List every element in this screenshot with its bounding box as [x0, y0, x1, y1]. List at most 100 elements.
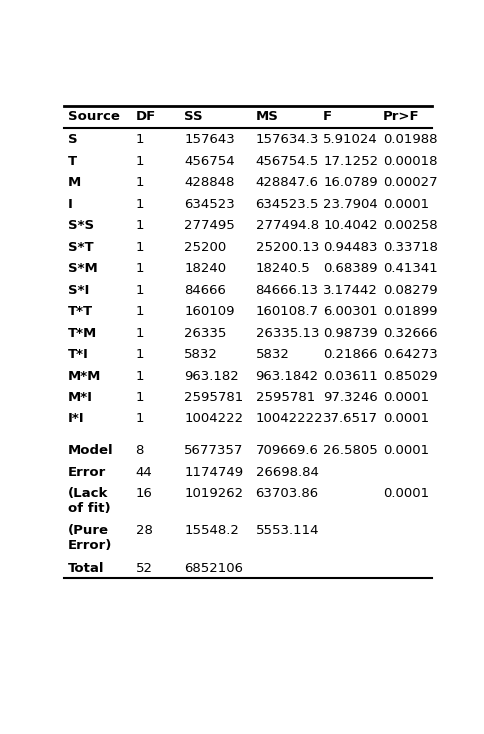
Text: T*I: T*I — [68, 348, 89, 361]
Text: T: T — [68, 155, 77, 168]
Text: 1019262: 1019262 — [184, 487, 243, 500]
Text: 0.00258: 0.00258 — [383, 219, 438, 232]
Text: T*T: T*T — [68, 305, 93, 318]
Text: 0.03611: 0.03611 — [323, 369, 378, 382]
Text: 1: 1 — [136, 391, 144, 404]
Text: 63703.86: 63703.86 — [256, 487, 318, 500]
Text: 1: 1 — [136, 369, 144, 382]
Text: 0.64273: 0.64273 — [383, 348, 438, 361]
Text: MS: MS — [256, 109, 278, 123]
Text: 277494.8: 277494.8 — [256, 219, 318, 232]
Text: 84666.13: 84666.13 — [256, 283, 318, 297]
Text: 25200: 25200 — [184, 241, 227, 254]
Text: 16: 16 — [136, 487, 152, 500]
Text: 15548.2: 15548.2 — [184, 524, 239, 537]
Text: 2595781: 2595781 — [184, 391, 243, 404]
Text: 0.98739: 0.98739 — [323, 327, 378, 340]
Text: 0.32666: 0.32666 — [383, 327, 438, 340]
Text: 26698.84: 26698.84 — [256, 465, 318, 479]
Text: 5553.114: 5553.114 — [256, 524, 319, 537]
Text: 0.0001: 0.0001 — [383, 391, 429, 404]
Text: 0.85029: 0.85029 — [383, 369, 438, 382]
Text: 0.0001: 0.0001 — [383, 487, 429, 500]
Text: 0.0001: 0.0001 — [383, 413, 429, 426]
Text: 6.00301: 6.00301 — [323, 305, 378, 318]
Text: 157634.3: 157634.3 — [256, 134, 319, 146]
Text: 37.6517: 37.6517 — [323, 413, 378, 426]
Text: 160109: 160109 — [184, 305, 235, 318]
Text: 634523.5: 634523.5 — [256, 197, 319, 211]
Text: 0.33718: 0.33718 — [383, 241, 438, 254]
Text: 456754: 456754 — [184, 155, 235, 168]
Text: 18240: 18240 — [184, 262, 227, 275]
Text: T*M: T*M — [68, 327, 97, 340]
Text: 25200.13: 25200.13 — [256, 241, 319, 254]
Text: 10.4042: 10.4042 — [323, 219, 378, 232]
Text: 456754.5: 456754.5 — [256, 155, 319, 168]
Text: 428848: 428848 — [184, 176, 235, 189]
Text: (Lack
of fit): (Lack of fit) — [68, 487, 111, 515]
Text: Total: Total — [68, 562, 105, 575]
Text: 17.1252: 17.1252 — [323, 155, 378, 168]
Text: 1004222: 1004222 — [184, 413, 243, 426]
Text: 1: 1 — [136, 155, 144, 168]
Text: (Pure
Error): (Pure Error) — [68, 524, 112, 553]
Text: 0.41341: 0.41341 — [383, 262, 438, 275]
Text: 0.0001: 0.0001 — [383, 197, 429, 211]
Text: 0.0001: 0.0001 — [383, 444, 429, 457]
Text: 1: 1 — [136, 241, 144, 254]
Text: 0.01988: 0.01988 — [383, 134, 438, 146]
Text: 0.68389: 0.68389 — [323, 262, 378, 275]
Text: 1: 1 — [136, 262, 144, 275]
Text: S*T: S*T — [68, 241, 93, 254]
Text: M*M: M*M — [68, 369, 101, 382]
Text: 3.17442: 3.17442 — [323, 283, 378, 297]
Text: 5677357: 5677357 — [184, 444, 243, 457]
Text: M*I: M*I — [68, 391, 93, 404]
Text: S*S: S*S — [68, 219, 94, 232]
Text: 26.5805: 26.5805 — [323, 444, 378, 457]
Text: 2595781: 2595781 — [256, 391, 315, 404]
Text: Model: Model — [68, 444, 114, 457]
Text: 1: 1 — [136, 348, 144, 361]
Text: 1: 1 — [136, 134, 144, 146]
Text: 5832: 5832 — [184, 348, 218, 361]
Text: SS: SS — [184, 109, 203, 123]
Text: 23.7904: 23.7904 — [323, 197, 378, 211]
Text: 0.08279: 0.08279 — [383, 283, 438, 297]
Text: 1: 1 — [136, 413, 144, 426]
Text: 5832: 5832 — [256, 348, 289, 361]
Text: 97.3246: 97.3246 — [323, 391, 378, 404]
Text: 0.21866: 0.21866 — [323, 348, 378, 361]
Text: 709669.6: 709669.6 — [256, 444, 318, 457]
Text: 963.182: 963.182 — [184, 369, 239, 382]
Text: 1: 1 — [136, 327, 144, 340]
Text: 16.0789: 16.0789 — [323, 176, 378, 189]
Text: 1: 1 — [136, 176, 144, 189]
Text: 0.00027: 0.00027 — [383, 176, 438, 189]
Text: Source: Source — [68, 109, 120, 123]
Text: 52: 52 — [136, 562, 152, 575]
Text: Pr>F: Pr>F — [383, 109, 420, 123]
Text: 160108.7: 160108.7 — [256, 305, 318, 318]
Text: 1: 1 — [136, 283, 144, 297]
Text: 10042222: 10042222 — [256, 413, 323, 426]
Text: 1: 1 — [136, 305, 144, 318]
Text: S*I: S*I — [68, 283, 90, 297]
Text: 28: 28 — [136, 524, 152, 537]
Text: 157643: 157643 — [184, 134, 235, 146]
Text: 8: 8 — [136, 444, 144, 457]
Text: 18240.5: 18240.5 — [256, 262, 310, 275]
Text: 44: 44 — [136, 465, 152, 479]
Text: S: S — [68, 134, 77, 146]
Text: DF: DF — [136, 109, 156, 123]
Text: 634523: 634523 — [184, 197, 235, 211]
Text: F: F — [323, 109, 332, 123]
Text: 0.00018: 0.00018 — [383, 155, 438, 168]
Text: 84666: 84666 — [184, 283, 226, 297]
Text: M: M — [68, 176, 81, 189]
Text: 1174749: 1174749 — [184, 465, 243, 479]
Text: 26335.13: 26335.13 — [256, 327, 319, 340]
Text: 428847.6: 428847.6 — [256, 176, 318, 189]
Text: I*I: I*I — [68, 413, 85, 426]
